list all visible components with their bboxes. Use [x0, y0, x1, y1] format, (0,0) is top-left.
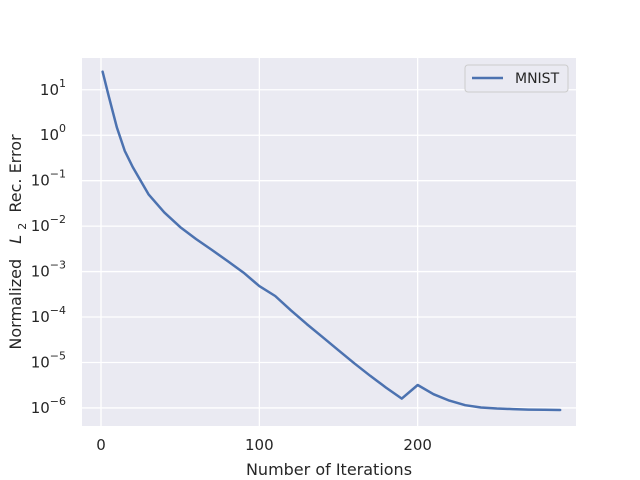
- legend-label-mnist: MNIST: [515, 71, 560, 87]
- x-tick-label: 200: [403, 436, 432, 454]
- x-axis-label: Number of Iterations: [246, 460, 412, 479]
- y-tick-label: 10−4: [31, 304, 66, 326]
- y-axis-label-var: L: [6, 235, 25, 244]
- legend: MNIST: [464, 64, 569, 93]
- y-axis-label: Normalized L 2 Rec. Error: [6, 134, 30, 350]
- grid: [82, 58, 576, 426]
- x-tick-label: 100: [245, 436, 274, 454]
- y-tick-label: 10−1: [31, 168, 66, 190]
- y-tick-label: 101: [40, 77, 66, 99]
- y-tick-label: 10−5: [31, 349, 66, 371]
- y-axis-label-suffix: Rec. Error: [6, 134, 25, 213]
- plot-background: [82, 58, 576, 426]
- y-axis-label-sub: 2: [16, 223, 29, 230]
- y-tick-label: 10−6: [31, 395, 66, 417]
- legend-box: [464, 64, 569, 93]
- y-tick-label: 10−2: [31, 213, 66, 235]
- y-tick-label: 100: [40, 122, 66, 144]
- tick-labels: 0 100 200 101 100 10−1 10−2 10−3 10−4 10−5 10−6: [31, 77, 432, 454]
- x-tick-label: 0: [96, 436, 106, 454]
- y-axis-label-prefix: Normalized: [6, 259, 25, 350]
- series-line-mnist: [101, 70, 562, 412]
- y-tick-label: 10−3: [31, 259, 66, 281]
